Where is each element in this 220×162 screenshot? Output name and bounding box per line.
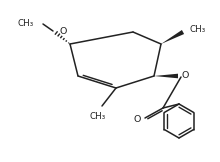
- Text: O: O: [134, 115, 141, 123]
- Polygon shape: [161, 30, 184, 44]
- Text: CH₃: CH₃: [190, 25, 206, 35]
- Text: O: O: [59, 27, 66, 35]
- Polygon shape: [154, 74, 178, 78]
- Text: CH₃: CH₃: [90, 112, 106, 121]
- Text: O: O: [182, 71, 189, 81]
- Text: CH₃: CH₃: [18, 18, 34, 28]
